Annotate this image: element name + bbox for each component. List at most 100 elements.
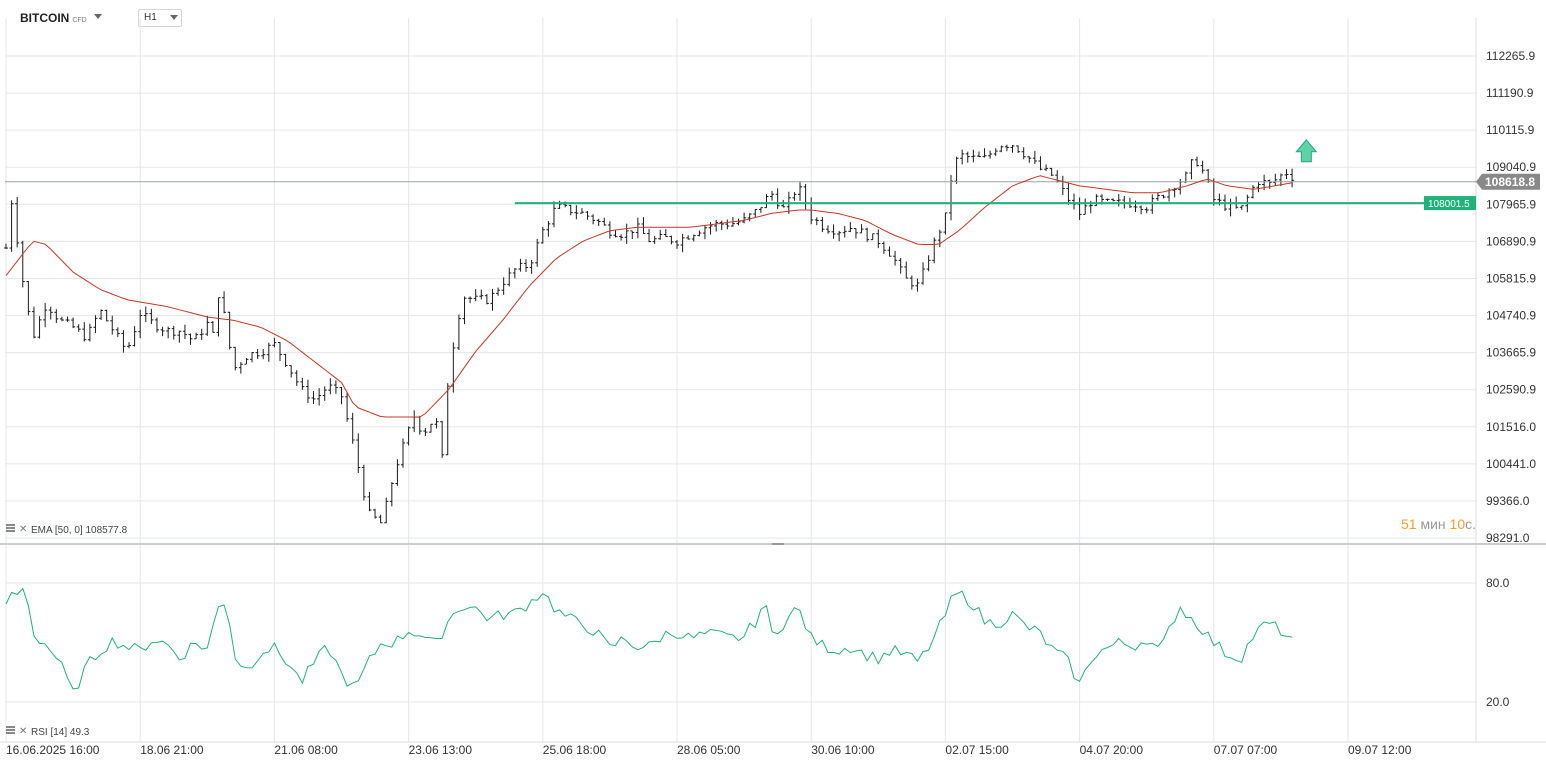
timeframe-dropdown[interactable]: H1 xyxy=(138,9,182,27)
countdown-seconds: 10 xyxy=(1449,516,1466,532)
ohlc-bar xyxy=(652,235,657,244)
x-tick-label: 21.06 08:00 xyxy=(274,743,338,757)
ohlc-bar xyxy=(15,197,20,248)
ohlc-bar xyxy=(865,227,870,242)
ohlc-bar xyxy=(736,218,741,226)
ohlc-bar xyxy=(647,228,652,243)
rsi-line xyxy=(5,587,1293,690)
ohlc-bar xyxy=(596,218,601,226)
y-tick-label: 102590.9 xyxy=(1486,383,1536,397)
ohlc-bar xyxy=(1139,205,1144,215)
ohlc-bar xyxy=(1290,168,1295,188)
ohlc-bar xyxy=(574,205,579,220)
ohlc-bar xyxy=(870,233,875,241)
ohlc-bar xyxy=(1155,192,1160,201)
pane-resize-handle xyxy=(772,543,784,545)
ohlc-bar xyxy=(982,148,987,158)
symbol-dropdown-icon[interactable] xyxy=(94,14,102,19)
ohlc-bar xyxy=(1284,169,1289,180)
ohlc-bar xyxy=(149,308,154,325)
ohlc-bar xyxy=(635,217,640,239)
ohlc-bar xyxy=(1111,198,1116,202)
ohlc-bar xyxy=(898,258,903,274)
ohlc-bar xyxy=(1116,193,1121,207)
ohlc-bar xyxy=(451,342,456,393)
ohlc-bar xyxy=(921,262,926,285)
y-tick-label: 112265.9 xyxy=(1486,49,1535,63)
ohlc-bar xyxy=(205,315,210,336)
ohlc-bar xyxy=(803,183,808,210)
ohlc-bar xyxy=(238,361,243,374)
ohlc-bar xyxy=(166,326,171,339)
ohlc-bar xyxy=(993,148,998,156)
ohlc-bar xyxy=(725,219,730,230)
ohlc-bar xyxy=(535,238,540,267)
ohlc-bar xyxy=(820,217,825,233)
indicator-menu-icon xyxy=(6,524,15,526)
x-tick-label: 02.07 15:00 xyxy=(945,743,1009,757)
ohlc-bar xyxy=(540,226,545,244)
ohlc-bar xyxy=(1200,160,1205,174)
ohlc-bar xyxy=(747,213,752,222)
ohlc-bar xyxy=(848,222,853,233)
symbol-selector[interactable]: BITCOIN CFD xyxy=(20,11,87,25)
ohlc-bar xyxy=(1004,144,1009,152)
ohlc-bar xyxy=(289,365,294,378)
y-tick-label: 110115.9 xyxy=(1486,123,1535,137)
ohlc-bar xyxy=(93,315,98,334)
ohlc-bar xyxy=(378,514,383,524)
ohlc-bar xyxy=(842,225,847,238)
ohlc-bar xyxy=(775,188,780,209)
ohlc-bar xyxy=(501,277,506,295)
ohlc-bar xyxy=(261,348,266,360)
ohlc-bar xyxy=(809,197,814,225)
ohlc-bar xyxy=(199,328,204,340)
ohlc-bar xyxy=(1010,145,1015,153)
ohlc-bar xyxy=(814,217,819,226)
countdown-minutes: 51 xyxy=(1401,516,1417,532)
ohlc-bar xyxy=(48,306,53,320)
ohlc-bar xyxy=(367,491,372,512)
current-price-label-bg xyxy=(1476,173,1540,190)
ohlc-bar xyxy=(1066,183,1071,205)
ohlc-bar xyxy=(440,420,445,458)
ohlc-bar xyxy=(1049,167,1054,177)
chart-toolbar: BITCOIN CFD H1 xyxy=(0,0,1546,34)
ohlc-bar xyxy=(65,316,70,322)
x-tick-label: 30.06 10:00 xyxy=(811,743,875,757)
axes: 112265.9 111190.9 110115.9 109040.9 107965.9… xyxy=(6,49,1536,757)
ohlc-bar xyxy=(1239,205,1244,210)
y-tick-label: 101516.0 xyxy=(1486,420,1536,434)
ohlc-bar xyxy=(663,229,668,238)
ohlc-bar xyxy=(328,378,333,395)
ohlc-bar xyxy=(798,181,803,201)
ohlc-bar xyxy=(345,391,350,422)
countdown-seconds-unit: с. xyxy=(1465,516,1477,532)
ohlc-bar xyxy=(507,267,512,287)
ohlc-bar xyxy=(680,233,685,253)
indicator-label: EMA [50, 0] 108577.8 xyxy=(31,525,128,536)
ohlc-bar xyxy=(434,418,439,429)
current-price-value: 108618.8 xyxy=(1485,175,1535,189)
support-level-label: 108001.5 xyxy=(1424,196,1476,211)
ohlc-bar xyxy=(1038,156,1043,171)
ohlc-bar xyxy=(339,387,344,405)
ohlc-bar xyxy=(1228,198,1233,217)
x-tick-label: 28.06 05:00 xyxy=(677,743,741,757)
ohlc-bar xyxy=(121,330,126,353)
ohlc-bar xyxy=(602,217,607,226)
ohlc-bar xyxy=(770,190,775,201)
ohlc-bar xyxy=(641,217,646,235)
ohlc-bar xyxy=(462,296,467,325)
ohlc-bar xyxy=(99,309,104,321)
ohlc-bar xyxy=(216,297,221,337)
ohlc-bar xyxy=(104,309,109,322)
ohlc-bar xyxy=(1016,145,1021,153)
ohlc-bar xyxy=(160,326,165,337)
ohlc-bar xyxy=(965,151,970,163)
y-tick-label: 109040.9 xyxy=(1486,160,1536,174)
ohlc-bar xyxy=(468,296,473,304)
ohlc-bar xyxy=(227,311,232,350)
ohlc-bar xyxy=(222,291,227,314)
